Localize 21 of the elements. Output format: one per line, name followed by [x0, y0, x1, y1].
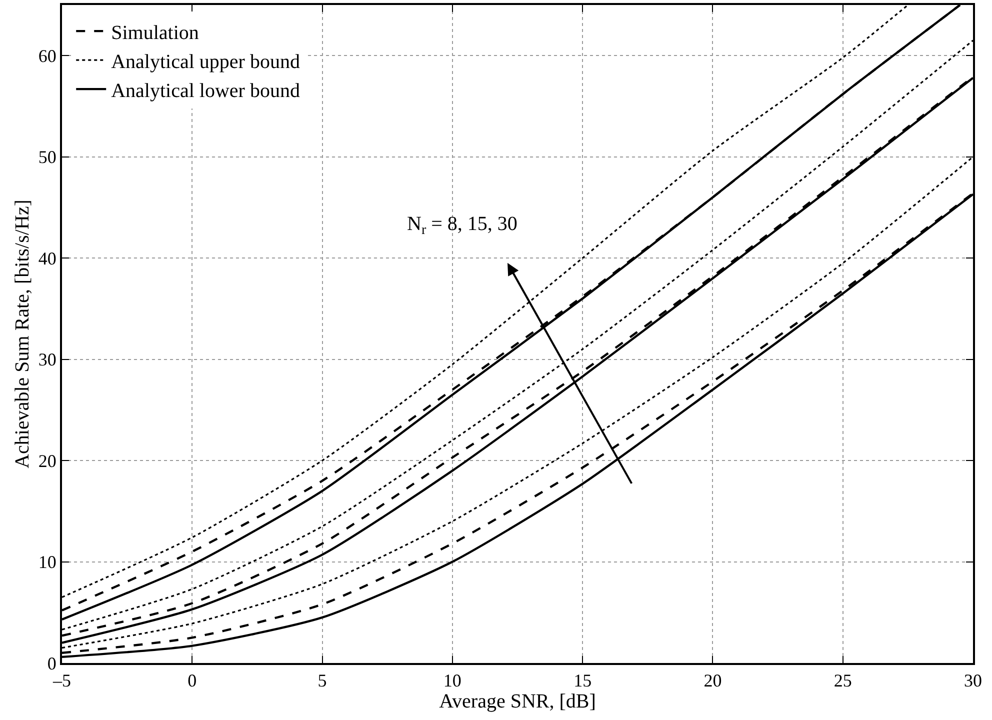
x-tick-label: 5: [318, 670, 327, 691]
y-tick-label: 0: [47, 653, 56, 674]
y-tick-label: 60: [38, 46, 56, 66]
legend-label: Analytical upper bound: [111, 50, 300, 73]
legend-label: Analytical lower bound: [111, 80, 300, 102]
y-tick-label: 40: [38, 248, 56, 268]
x-tick-label: 15: [574, 670, 592, 691]
x-tick-label: –5: [52, 670, 71, 691]
x-tick-label: 10: [443, 670, 462, 691]
y-tick-label: 20: [38, 450, 56, 471]
x-axis-title: Average SNR, [dB]: [439, 690, 596, 713]
annotation: N$_{r}$ = 8, 15, 30: [407, 213, 518, 238]
x-tick-label: 0: [188, 670, 197, 691]
y-tick-label: 50: [38, 147, 56, 168]
x-tick-label: 20: [704, 670, 722, 691]
y-tick-label: 10: [38, 552, 56, 572]
x-tick-label: 30: [964, 670, 982, 691]
x-tick-label: 25: [834, 670, 852, 691]
y-tick-label: 30: [38, 350, 56, 370]
y-axis-title: Achievable Sum Rate, [bits/s/Hz]: [11, 200, 34, 468]
legend-label: Simulation: [111, 22, 199, 44]
